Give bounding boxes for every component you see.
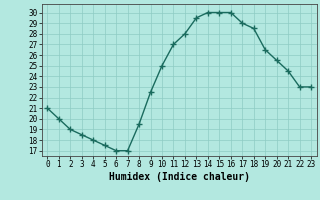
- X-axis label: Humidex (Indice chaleur): Humidex (Indice chaleur): [109, 172, 250, 182]
